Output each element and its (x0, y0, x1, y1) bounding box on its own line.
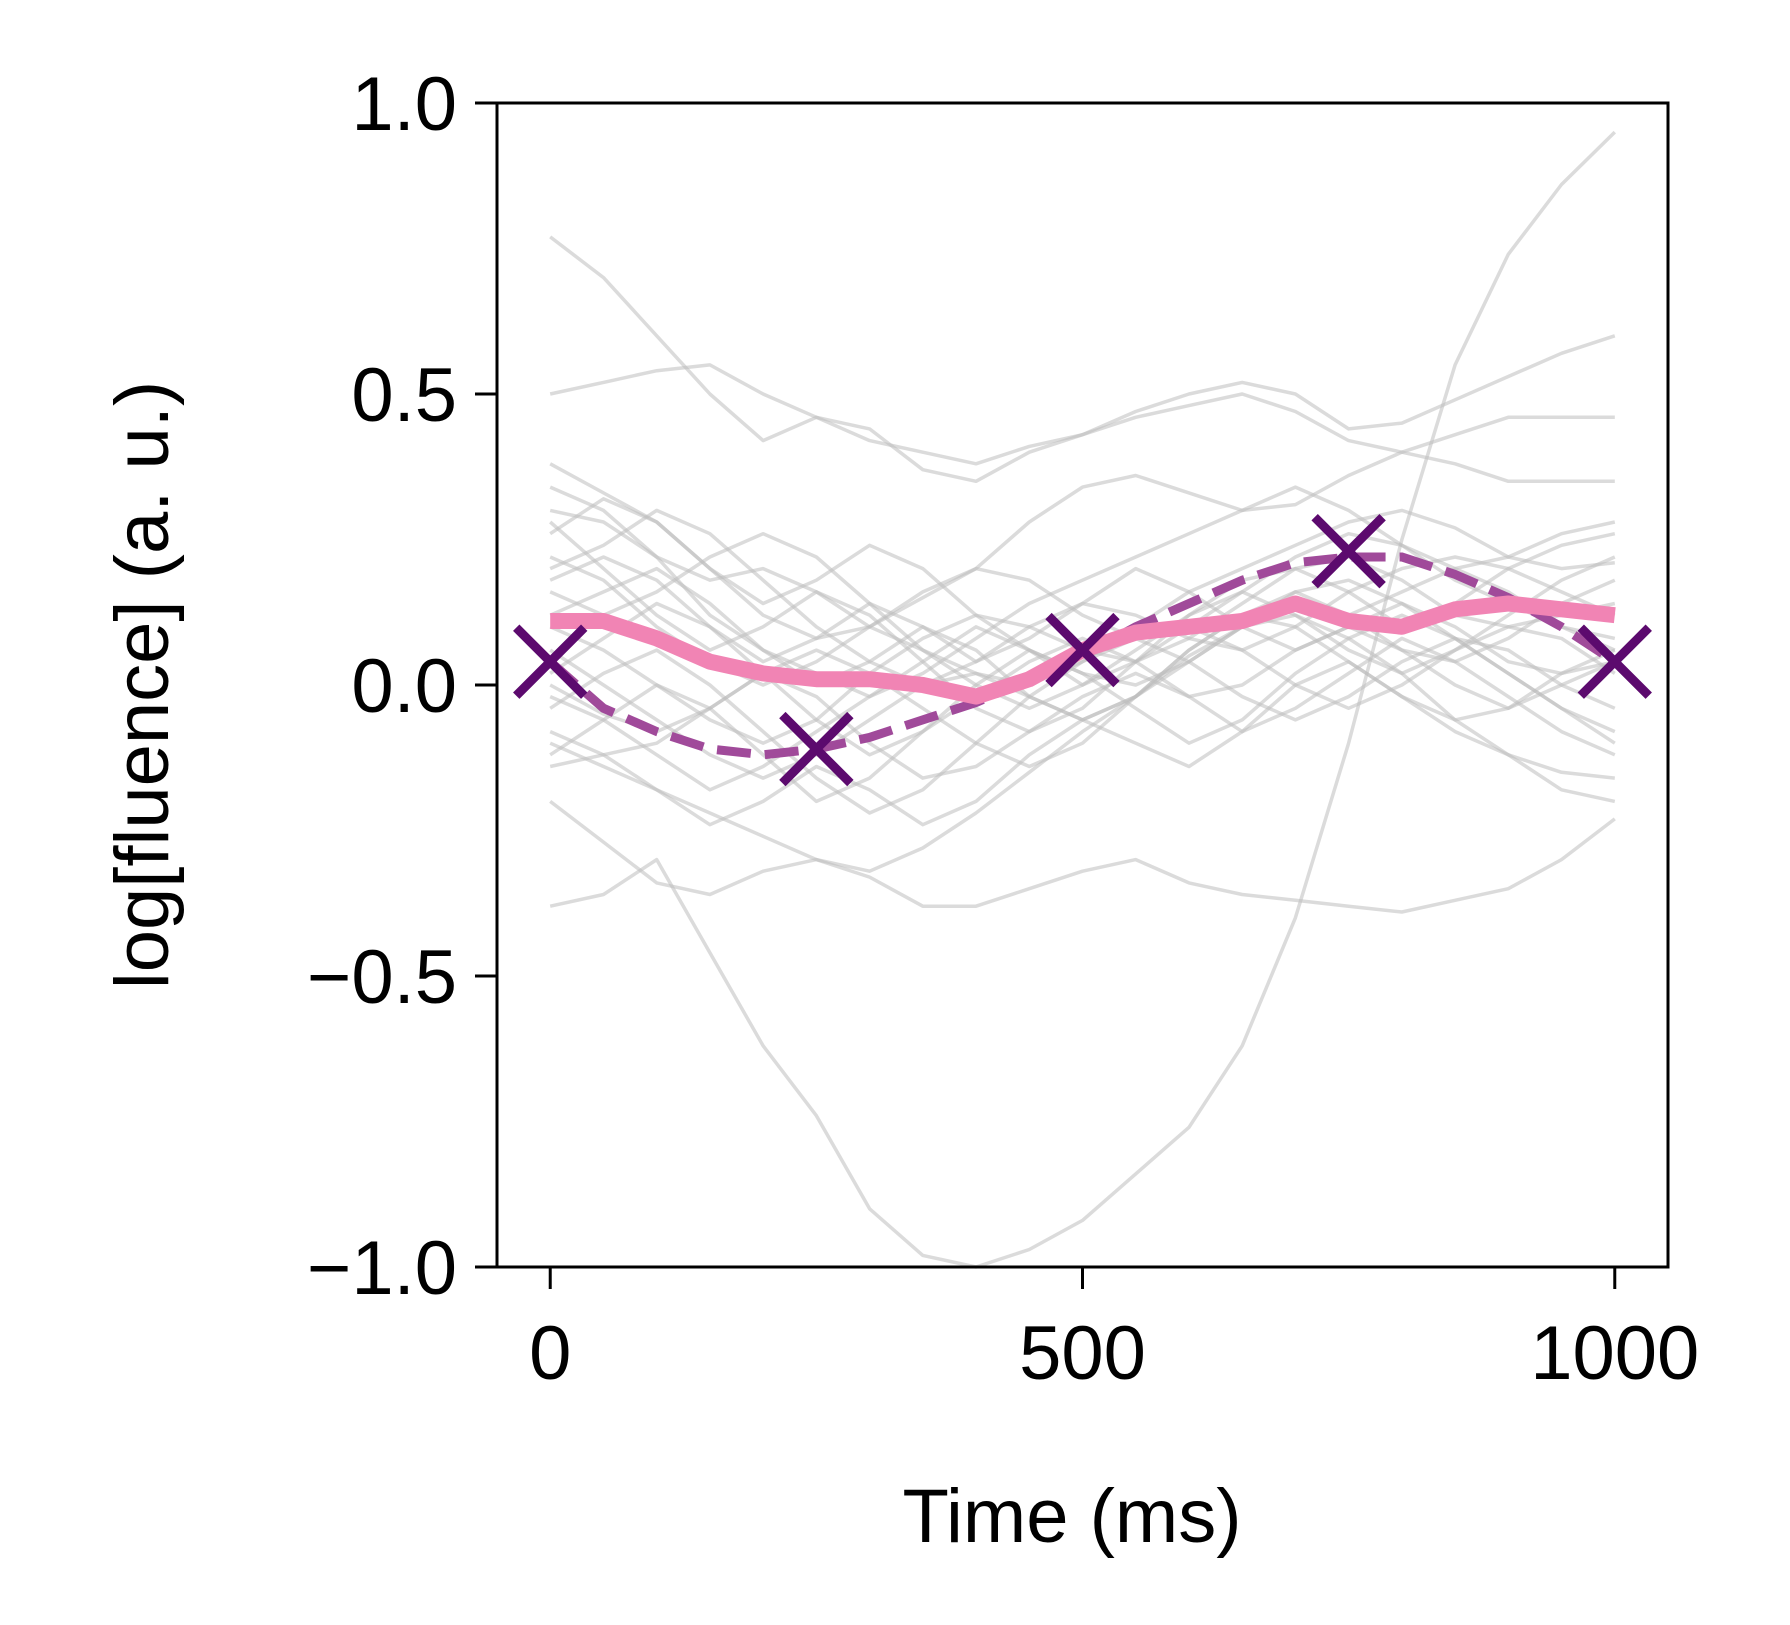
x-marker (779, 711, 854, 787)
trace-line-2 (549, 235, 1616, 484)
x-marker (1311, 513, 1386, 589)
x-axis-label: Time (ms) (902, 1474, 1241, 1559)
x-marker (1577, 624, 1652, 699)
trace-line-6 (549, 613, 1616, 873)
trace-line-24 (549, 613, 1616, 804)
y-tick-label: 0.5 (351, 353, 457, 438)
trace-line-5 (549, 450, 1615, 641)
x-axis-ticks: 0 500 1000 (529, 1267, 1699, 1396)
trace-line-1 (549, 130, 1617, 1269)
trace-line-13 (549, 636, 1616, 815)
x-tick-label: 1000 (1530, 1311, 1699, 1396)
x-marker (1045, 612, 1120, 688)
trace-line-21 (549, 625, 1616, 792)
markers-layer (513, 513, 1652, 787)
individual-traces (549, 130, 1617, 1269)
y-tick-label: −1.0 (307, 1226, 457, 1311)
y-axis-label: log[fluence] (a. u.) (100, 381, 185, 989)
x-tick-label: 500 (1019, 1311, 1146, 1396)
y-tick-label: −0.5 (307, 935, 457, 1020)
fit-curve (547, 552, 1618, 760)
x-marker (513, 624, 588, 699)
y-tick-label: 1.0 (351, 62, 457, 147)
trace-line-17 (549, 636, 1616, 780)
trace-line-14 (549, 531, 1616, 711)
trace-line-20 (549, 566, 1616, 722)
trace-line-3 (549, 363, 1615, 466)
fit-curve-layer (547, 552, 1618, 760)
trace-line-4 (549, 800, 1616, 914)
y-axis-ticks: −1.0 −0.5 0.0 0.5 1.0 (307, 62, 497, 1311)
x-tick-label: 0 (529, 1311, 571, 1396)
y-tick-label: 0.0 (351, 644, 457, 729)
trace-line-18 (549, 485, 1616, 699)
